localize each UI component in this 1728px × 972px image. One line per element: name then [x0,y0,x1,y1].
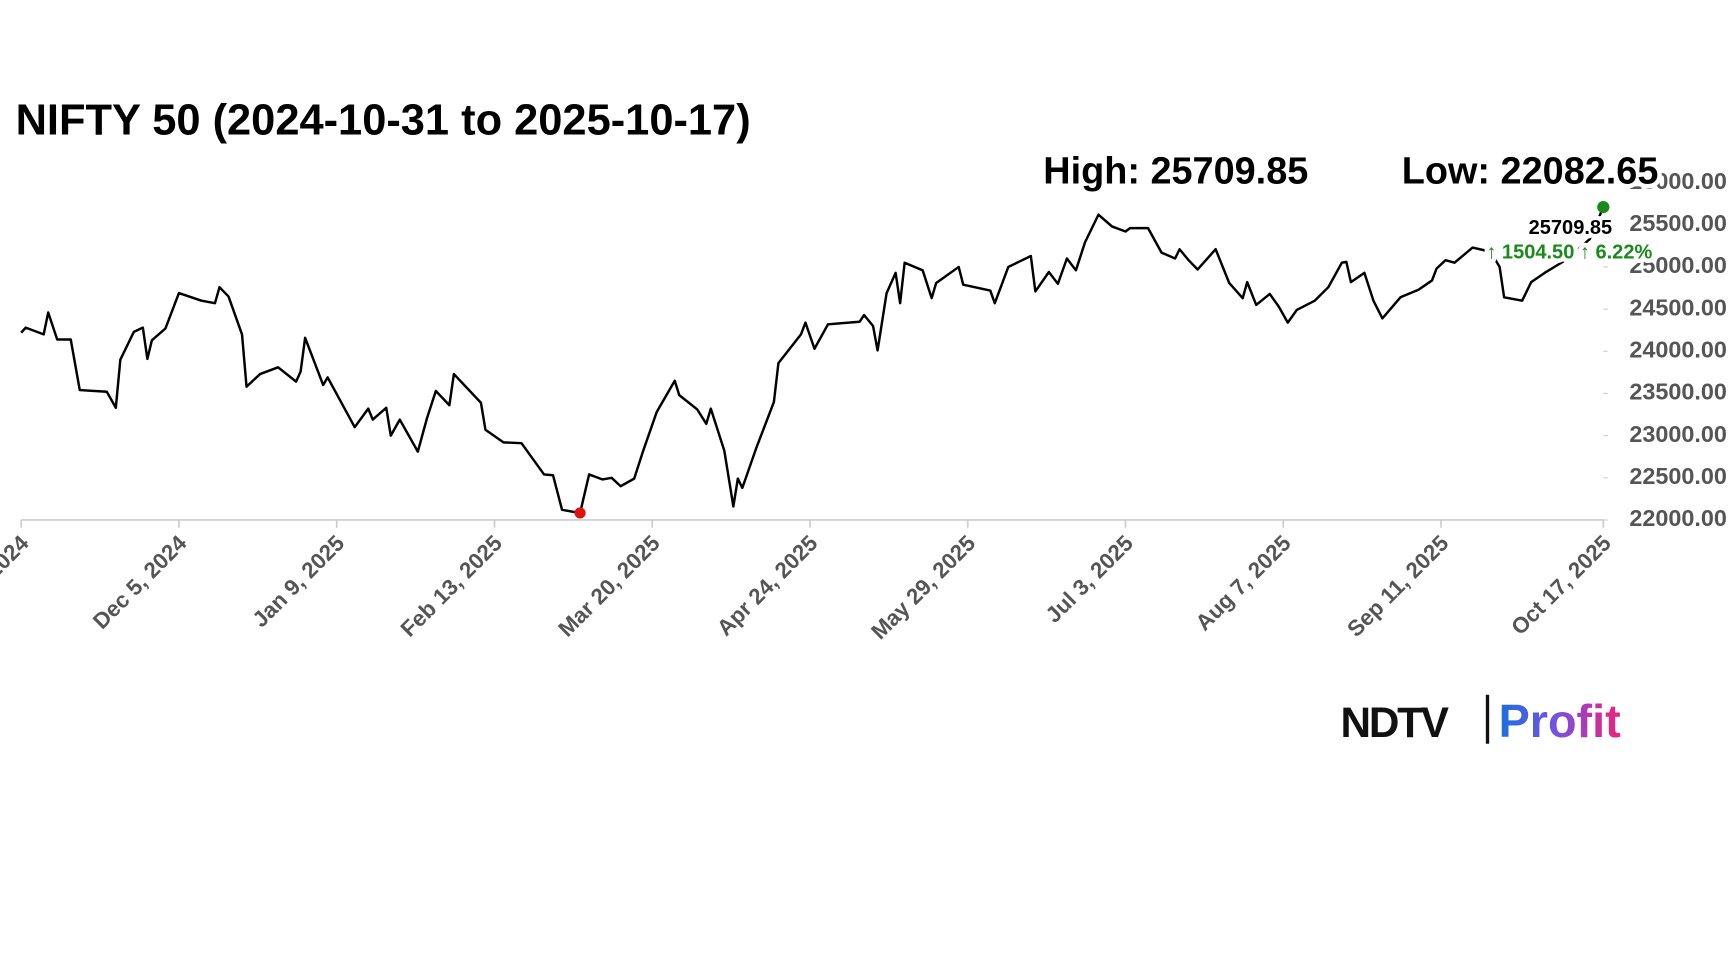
plot-area: 22000.00 22500.00 23000.00 23500.00 24000.00… [0,168,1727,644]
y-tick-label: 24500.00 [1629,294,1727,320]
y-tick-label: 22000.00 [1629,505,1727,531]
y-tick-label: 26000.00 [1629,168,1727,194]
chart-title: NIFTY 50 (2024-10-31 to 2025-10-17) [16,97,751,145]
y-tick-label: 25500.00 [1629,210,1727,236]
x-tick-label: Jul 3, 2025 [1041,530,1138,627]
low-marker [574,507,586,519]
change-label: ↑ 1504.50 ↑ 6.22% [1486,241,1652,263]
logo-brand: NDTV [1341,699,1449,746]
y-tick-label: 23500.00 [1629,379,1727,405]
low-label: Low: 22082.65 [1402,151,1659,193]
last-value-label: 25709.85 [1529,217,1613,239]
logo: NDTV Profit [1341,694,1621,747]
x-tick-label: Oct 31, 2024 [0,530,34,640]
y-tick-label: 24000.00 [1629,336,1727,362]
x-tick-label: Mar 20, 2025 [553,530,664,641]
y-tick-label: 22500.00 [1629,463,1727,489]
y-tick-label: 23000.00 [1629,421,1727,447]
y-tick-label: 25000.00 [1629,252,1727,278]
x-tick-label: Jan 9, 2025 [247,530,349,632]
price-line [20,206,1605,515]
x-tick-label: Dec 5, 2024 [88,530,192,634]
high-label: High: 25709.85 [1043,151,1308,193]
x-tick-label: Apr 24, 2025 [712,530,822,640]
x-tick-label: Sep 11, 2025 [1342,530,1453,641]
x-tick-label: Oct 17, 2025 [1506,530,1616,640]
x-tick-label: Feb 13, 2025 [396,530,507,641]
logo-name: Profit [1499,695,1621,747]
x-tick-label: May 29, 2025 [866,530,980,644]
high-marker [1597,200,1610,214]
x-tick-label: Aug 7, 2025 [1191,530,1296,635]
